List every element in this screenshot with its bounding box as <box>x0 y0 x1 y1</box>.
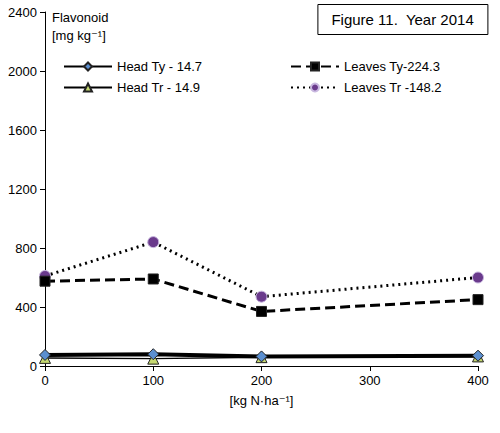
svg-text:[kg N·ha⁻¹]: [kg N·ha⁻¹] <box>230 393 294 408</box>
svg-text:[mg kg⁻¹]: [mg kg⁻¹] <box>52 28 106 43</box>
svg-text:2400: 2400 <box>8 5 37 20</box>
svg-text:Figure 11. Year 2014: Figure 11. Year 2014 <box>331 11 473 28</box>
svg-text:1200: 1200 <box>8 182 37 197</box>
svg-text:1600: 1600 <box>8 123 37 138</box>
svg-text:100: 100 <box>142 373 164 388</box>
svg-text:2000: 2000 <box>8 64 37 79</box>
svg-text:Flavonoid: Flavonoid <box>52 10 108 25</box>
svg-text:Leaves Ty-224.3: Leaves Ty-224.3 <box>344 59 440 74</box>
svg-text:Head Tr - 14.9: Head Tr - 14.9 <box>117 80 200 95</box>
svg-text:Head Ty - 14.7: Head Ty - 14.7 <box>117 59 202 74</box>
svg-text:400: 400 <box>15 300 37 315</box>
svg-text:0: 0 <box>41 373 48 388</box>
svg-text:0: 0 <box>30 359 37 374</box>
svg-text:200: 200 <box>251 373 273 388</box>
svg-text:400: 400 <box>467 373 489 388</box>
svg-text:800: 800 <box>15 241 37 256</box>
svg-text:300: 300 <box>359 373 381 388</box>
svg-text:Leaves Tr -148.2: Leaves Tr -148.2 <box>344 80 442 95</box>
